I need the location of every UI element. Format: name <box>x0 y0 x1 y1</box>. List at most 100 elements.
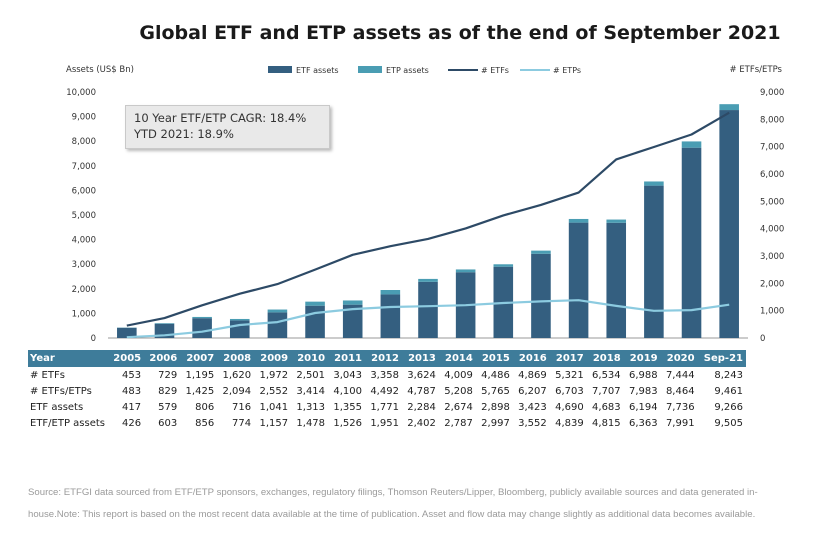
bar-etp-assets <box>493 264 514 267</box>
table-row: ETF/ETP assets 426 603 856 774 1,157 1,478 1,52… <box>28 415 746 431</box>
table-row-label: ETF assets <box>30 401 84 413</box>
bar-etp-assets <box>568 218 589 223</box>
table-header-year: 2018 <box>586 350 624 367</box>
table-cell: 4,815 <box>592 417 621 429</box>
table-header-year: Sep-21 <box>697 350 746 367</box>
bar-etf-assets <box>229 320 250 338</box>
table-cell: 6,363 <box>628 417 658 429</box>
table-cell: 603 <box>158 417 178 429</box>
bar-etp-assets <box>719 104 739 111</box>
table-cell: 716 <box>232 401 252 413</box>
table-row: # ETFs 453 729 1,195 1,620 1,972 2,501 3,043 3,3… <box>28 367 746 383</box>
bar-etf-assets <box>606 222 627 338</box>
legend: ETF assets ETP assets # ETFs # ETPs <box>268 66 581 75</box>
bar-etf-assets <box>681 147 702 338</box>
y-tick-label: 7,000 <box>72 162 96 172</box>
legend-label-etp-assets: ETP assets <box>386 66 429 75</box>
table-cell: 1,620 <box>222 369 252 381</box>
table-cell: 483 <box>122 385 142 397</box>
line-num-etfs <box>126 111 730 327</box>
data-table: Year 2005 2006 2007 2008 2009 2010 2011 2012 2013… <box>28 350 746 431</box>
table-cell: 579 <box>158 401 178 413</box>
table-cell: 5,321 <box>555 369 584 381</box>
table-cell: 417 <box>122 401 142 413</box>
table-cell: 4,787 <box>407 385 436 397</box>
bar-etf-assets <box>342 304 363 338</box>
bar-etp-assets <box>154 323 175 324</box>
table-cell: 2,094 <box>222 385 252 397</box>
table-cell: 6,703 <box>555 385 584 397</box>
legend-label-etf-assets: ETF assets <box>296 66 339 75</box>
bar-etf-assets <box>305 305 325 338</box>
table-cell: 4,492 <box>370 385 399 397</box>
table-header-year: 2014 <box>438 350 476 367</box>
table-row-label: # ETFs/ETPs <box>30 385 92 397</box>
table-header-year: 2011 <box>328 350 365 367</box>
cagr-annotation-line1: 10 Year ETF/ETP CAGR: 18.4% <box>134 111 307 125</box>
cagr-annotation-line2: YTD 2021: 18.9% <box>134 127 234 141</box>
table-cell: 2,674 <box>444 401 473 413</box>
table-cell: 7,736 <box>665 401 695 413</box>
bar-etp-assets <box>531 250 551 254</box>
table-header-year: 2010 <box>291 350 329 367</box>
table-header-year: 2009 <box>254 350 292 367</box>
bar-etp-assets <box>380 290 401 295</box>
chart-title: Global ETF and ETP assets as of the end … <box>139 22 781 44</box>
table-header-year: 2008 <box>217 350 255 367</box>
table-cell: 1,478 <box>296 417 326 429</box>
table-cell: 9,461 <box>714 385 743 397</box>
lines-layer <box>126 111 730 339</box>
legend-label-num-etps: # ETPs <box>553 66 581 75</box>
table-cell: 3,624 <box>407 369 436 381</box>
table-header-year: 2016 <box>512 350 550 367</box>
table-cell: 4,839 <box>555 417 584 429</box>
y-tick-label: 9,000 <box>72 113 96 123</box>
bar-etf-assets <box>531 253 551 338</box>
y-tick-label: 0 <box>91 334 96 344</box>
y-tick-label: 8,000 <box>72 137 96 147</box>
bar-etp-assets <box>681 141 702 148</box>
table-header-year: 2006 <box>144 350 181 367</box>
table-cell: 2,898 <box>481 401 510 413</box>
table-cell: 1,313 <box>296 401 326 413</box>
y-axis-title: Assets (US$ Bn) <box>66 65 134 75</box>
table-header-year: 2015 <box>475 350 513 367</box>
bar-etf-assets <box>644 185 664 338</box>
table-cell: 4,683 <box>592 401 621 413</box>
table-cell: 1,972 <box>259 369 289 381</box>
bar-etp-assets <box>305 301 325 306</box>
table-cell: 1,157 <box>259 417 289 429</box>
table-cell: 729 <box>158 369 178 381</box>
y-tick-label: 2,000 <box>72 285 96 295</box>
table-header-year: 2019 <box>623 350 661 367</box>
table-cell: 1,951 <box>370 417 399 429</box>
bar-etf-assets <box>568 222 589 338</box>
table-cell: 4,690 <box>555 401 584 413</box>
table-cell: 1,425 <box>185 385 215 397</box>
table-cell: 3,043 <box>333 369 362 381</box>
table-cell: 5,765 <box>481 385 510 397</box>
table-header-row: Year 2005 2006 2007 2008 2009 2010 2011 2012 2013… <box>28 350 746 367</box>
table-cell: 1,355 <box>333 401 362 413</box>
bar-etp-assets <box>267 309 288 313</box>
y2-tick-label: 6,000 <box>760 170 784 180</box>
y2-tick-label: 4,000 <box>760 225 784 235</box>
table-cell: 2,997 <box>481 417 510 429</box>
bar-etf-assets <box>380 294 401 338</box>
source-note: Source: ETFGI data sourced from ETF/ETP … <box>28 487 758 520</box>
table-header-year: 2007 <box>180 350 218 367</box>
bar-etf-assets <box>117 327 137 338</box>
legend-swatch-etf-assets <box>268 66 292 73</box>
table-cell: 3,358 <box>370 369 399 381</box>
table-cell: 7,444 <box>665 369 695 381</box>
legend-swatch-etp-assets <box>358 66 382 73</box>
bar-etp-assets <box>644 181 664 186</box>
table-cell: 8,464 <box>665 385 695 397</box>
y2-axis-title: # ETFs/ETPs <box>729 65 782 75</box>
y2-tick-label: 5,000 <box>760 197 784 207</box>
y-tick-label: 1,000 <box>72 309 96 319</box>
bar-etp-assets <box>418 278 438 282</box>
table-row: # ETFs/ETPs 483 829 1,425 2,094 2,552 3,414 4,1… <box>28 383 746 399</box>
y-tick-label: 4,000 <box>72 236 96 246</box>
table-cell: 453 <box>122 369 142 381</box>
